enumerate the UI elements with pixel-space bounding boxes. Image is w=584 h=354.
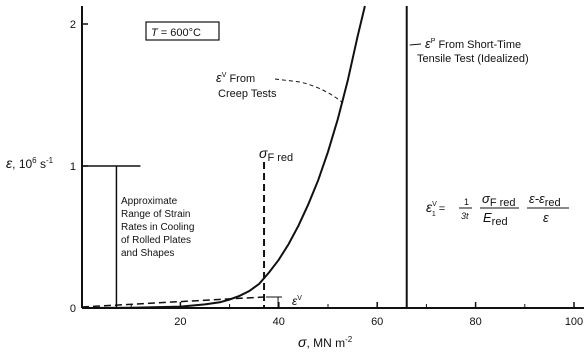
formula-frac3-den: ε xyxy=(543,210,549,225)
formula-frac2-num: σF red xyxy=(482,191,516,209)
eps-v-small-label: εV xyxy=(292,294,302,308)
x-tick-label-60: 60 xyxy=(371,316,383,328)
y-ticks: 0 1 2 xyxy=(70,19,88,315)
x-tick-label-100: 100 xyxy=(565,316,583,328)
cooling-annotation: Approximate Range of Strain Rates in Coo… xyxy=(121,196,194,259)
creep-curve xyxy=(81,5,366,309)
formula-frac1-num: 1 xyxy=(464,197,469,207)
formula-frac1-den: 3t xyxy=(461,211,469,221)
cooling-line-2: Range of Strain xyxy=(121,209,191,220)
temperature-label: T = 600°C xyxy=(151,27,201,39)
cooling-line-3: Rates in Cooling xyxy=(121,222,194,233)
creep-annotation-line2: Creep Tests xyxy=(218,88,277,100)
cooling-line-5: and Shapes xyxy=(121,248,174,259)
tensile-annotation-line2: Tensile Test (Idealized) xyxy=(417,53,529,65)
eps-v-bracket xyxy=(266,296,283,308)
formula-frac2-den: Ered xyxy=(483,210,508,228)
formula: εV 1 = 1 3t σF red Ered ε-εred ε xyxy=(426,191,569,228)
x-tick-label-40: 40 xyxy=(273,316,285,328)
x-ticks: 20 40 60 80 100 xyxy=(130,302,583,328)
y-axis-label: ε, 106 s-1 xyxy=(6,155,54,171)
axes: 20 40 60 80 100 0 1 2 xyxy=(70,6,584,328)
formula-lhs: εV 1 = xyxy=(426,199,445,218)
formula-frac3-num: ε-εred xyxy=(529,191,561,209)
temperature-box: T = 600°C xyxy=(145,21,220,41)
sigma-red-dashed-baseline xyxy=(81,296,265,308)
creep-annotation-line1: εV From xyxy=(216,70,255,85)
y-tick-label-0: 0 xyxy=(70,303,76,315)
cooling-line-4: of Rolled Plates xyxy=(121,235,191,246)
y-tick-label-2: 2 xyxy=(70,19,76,31)
marks xyxy=(81,5,422,309)
x-tick-label-80: 80 xyxy=(469,316,481,328)
tensile-leader-line xyxy=(409,43,422,46)
creep-leader-line xyxy=(274,78,344,104)
cooling-line-1: Approximate xyxy=(121,196,178,207)
y-tick-label-1: 1 xyxy=(70,161,76,173)
tensile-annotation-line1: εP From Short-Time xyxy=(425,36,521,51)
x-tick-label-20: 20 xyxy=(174,316,186,328)
x-axis-label: σ, MN m-2 xyxy=(298,334,353,350)
sigma-red-label: σF red xyxy=(259,145,293,164)
